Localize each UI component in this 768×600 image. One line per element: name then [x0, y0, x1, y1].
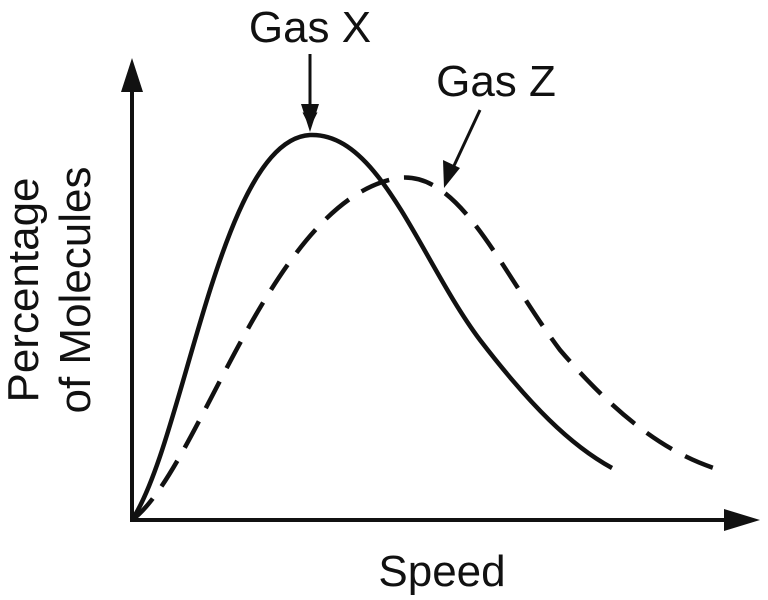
gas-z-pointer — [450, 109, 482, 171]
gas-z-pointer-head — [443, 160, 460, 188]
gas-x-label: Gas X — [249, 3, 371, 52]
gas-z-curve — [130, 175, 721, 522]
gas-z-label: Gas Z — [436, 57, 556, 106]
gas-x-pointer-head — [301, 104, 319, 132]
y-axis-label-line2: of Molecules — [51, 166, 100, 413]
gas-x-curve — [130, 132, 614, 522]
x-axis-arrowhead — [724, 509, 760, 531]
y-axis-label-line1: Percentage — [0, 177, 48, 402]
x-axis-label: Speed — [378, 547, 505, 596]
y-axis-arrowhead — [121, 58, 143, 92]
